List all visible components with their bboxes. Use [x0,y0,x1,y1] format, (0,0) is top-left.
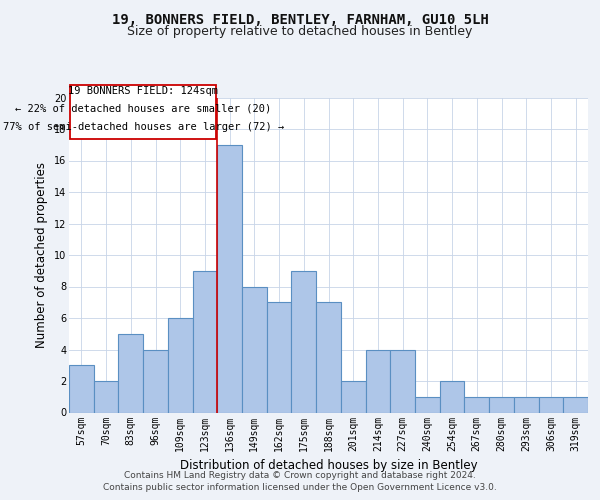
Bar [489,397,514,412]
Bar [365,350,390,412]
Bar [118,334,143,412]
Bar [267,302,292,412]
X-axis label: Distribution of detached houses by size in Bentley: Distribution of detached houses by size … [179,459,478,472]
Bar [563,397,588,412]
Bar [316,302,341,412]
Text: Size of property relative to detached houses in Bentley: Size of property relative to detached ho… [127,25,473,38]
Text: 19 BONNERS FIELD: 124sqm: 19 BONNERS FIELD: 124sqm [68,86,218,96]
Bar [440,381,464,412]
Bar [390,350,415,412]
Bar [69,365,94,412]
Text: 77% of semi-detached houses are larger (72) →: 77% of semi-detached houses are larger (… [2,122,284,132]
Bar [341,381,365,412]
Bar [143,350,168,412]
Bar [464,397,489,412]
Bar [193,271,217,412]
Bar [292,271,316,412]
Bar [415,397,440,412]
FancyBboxPatch shape [70,85,216,139]
Text: Contains public sector information licensed under the Open Government Licence v3: Contains public sector information licen… [103,484,497,492]
Text: ← 22% of detached houses are smaller (20): ← 22% of detached houses are smaller (20… [15,104,271,114]
Bar [168,318,193,412]
Bar [217,145,242,412]
Bar [94,381,118,412]
Bar [242,286,267,412]
Y-axis label: Number of detached properties: Number of detached properties [35,162,48,348]
Text: 19, BONNERS FIELD, BENTLEY, FARNHAM, GU10 5LH: 19, BONNERS FIELD, BENTLEY, FARNHAM, GU1… [112,12,488,26]
Bar [514,397,539,412]
Bar [539,397,563,412]
Text: Contains HM Land Registry data © Crown copyright and database right 2024.: Contains HM Land Registry data © Crown c… [124,471,476,480]
